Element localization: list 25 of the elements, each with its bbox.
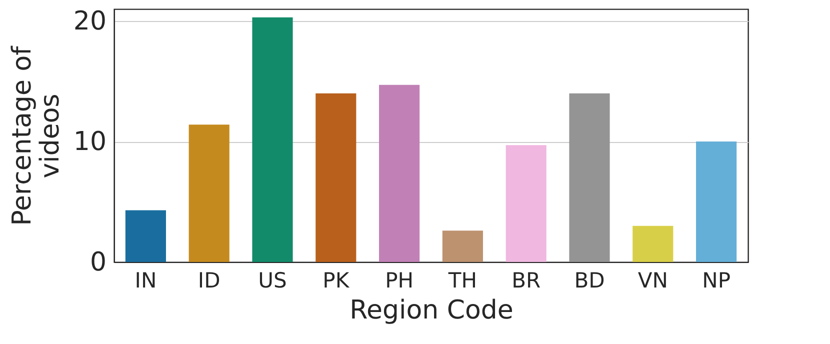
x-tick-label: ID [198,268,220,292]
bar [506,145,546,262]
x-tick-label: PK [322,268,350,292]
x-axis-title: Region Code [350,296,514,326]
x-tick-label: US [258,268,287,292]
bar [188,124,230,262]
x-tick-label: PH [385,268,414,292]
x-tick-label: BR [512,268,541,292]
x-tick-label: BD [574,268,605,292]
bar [252,17,293,262]
bar [379,84,420,262]
bar [569,93,610,262]
x-tick-label: TH [447,268,478,292]
bar [125,210,166,262]
bar [696,142,737,262]
bar [632,226,674,262]
bar [316,93,356,262]
y-axis-title: Percentage of videos [7,45,66,226]
y-tick-label: 20 [73,6,106,37]
x-tick-label: IN [134,268,157,292]
y-tick-label: 0 [90,248,106,278]
bar [442,230,483,262]
y-tick-label: 10 [73,127,106,158]
x-tick-label: NP [702,268,730,292]
x-tick-label: VN [638,268,668,292]
